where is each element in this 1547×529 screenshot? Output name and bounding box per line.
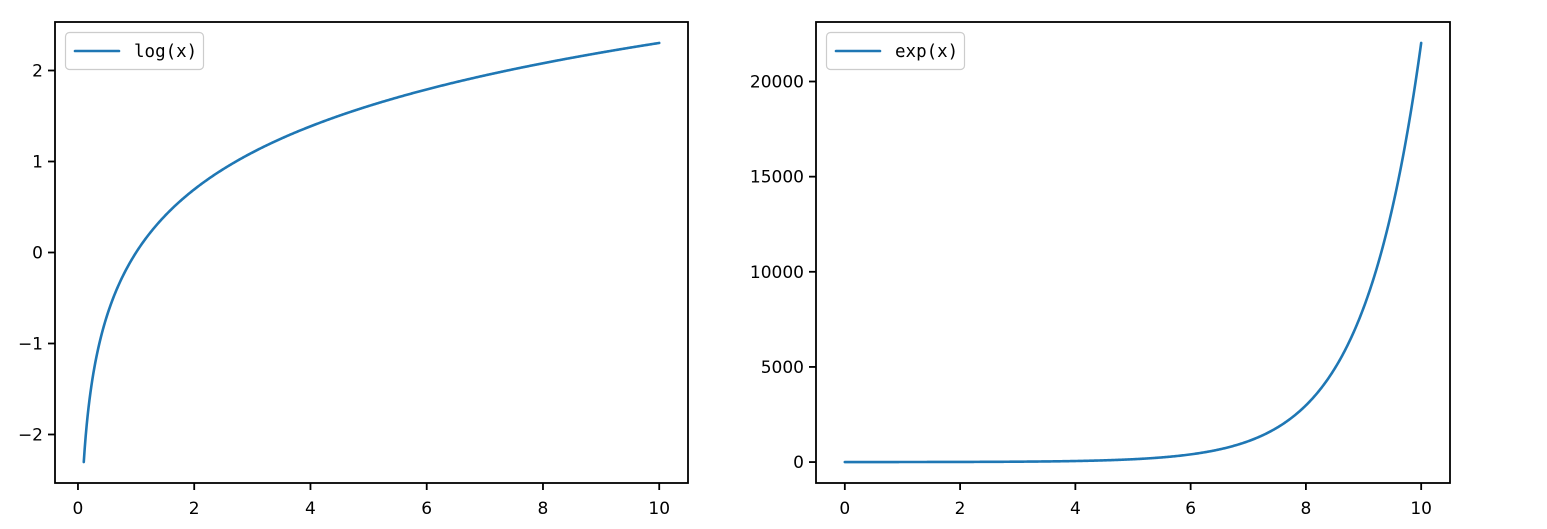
x-tick-label: 0 [839,499,850,519]
y-tick-label: −2 [18,425,43,445]
x-tick-label: 2 [955,499,966,519]
x-tick-label: 8 [1300,499,1311,519]
x-tick-label: 4 [305,499,316,519]
y-tick-label: 20000 [750,73,804,93]
plot-area [816,22,1450,483]
y-tick-label: 0 [32,244,43,264]
y-tick-label: 2 [32,62,43,82]
y-tick-label: 5000 [761,358,804,378]
x-tick-label: 8 [538,499,549,519]
log-curve [82,41,661,464]
exp-curve [843,41,1423,464]
legend: exp(x) [825,31,966,71]
legend-frame [825,31,966,71]
axes-frame [54,21,689,484]
legend-label: log(x) [134,42,197,62]
plot-area [55,22,688,483]
x-tick-label: 0 [73,499,84,519]
y-tick-label: 1 [32,153,43,173]
legend-label: exp(x) [895,42,958,62]
y-tick-label: 15000 [750,168,804,188]
axes-frame [815,21,1451,484]
y-tick-label: 10000 [750,263,804,283]
x-tick-label: 4 [1070,499,1081,519]
y-tick-label: 0 [793,453,804,473]
legend-frame [64,31,205,71]
x-tick-label: 10 [648,499,670,519]
legend: log(x) [64,31,205,71]
chart-exp: 0 2 4 6 8 10 0 5000 10000 15000 20000 exp(x) [750,21,1451,519]
chart-log: 0 2 4 6 8 10 −2 −1 0 1 2 log(x) [18,21,689,519]
y-tick-label: −1 [18,334,43,354]
x-tick-label: 2 [189,499,200,519]
x-tick-label: 10 [1410,499,1432,519]
x-tick-label: 6 [1185,499,1196,519]
x-tick-label: 6 [421,499,432,519]
